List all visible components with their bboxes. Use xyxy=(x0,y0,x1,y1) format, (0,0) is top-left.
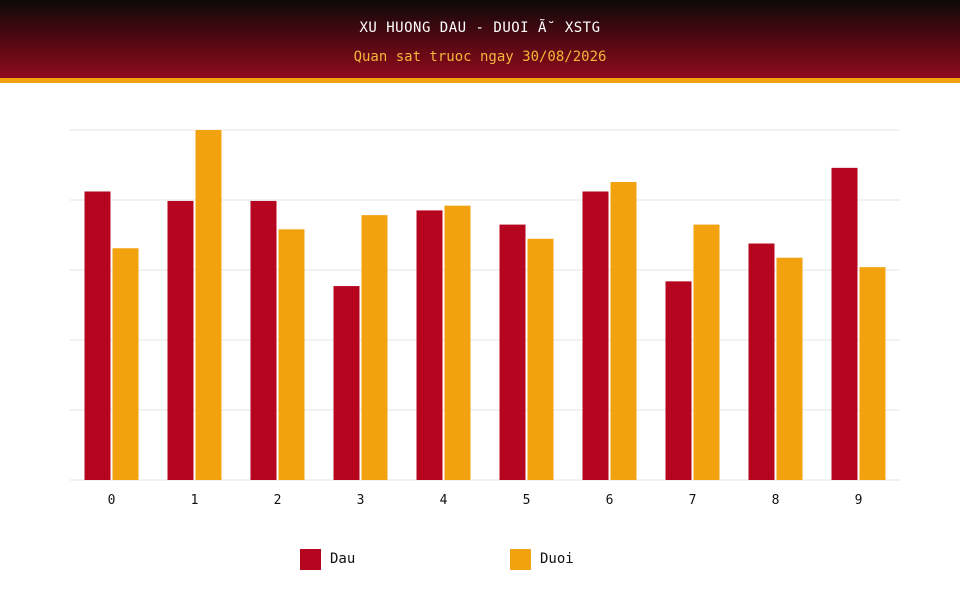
bar-duoi-9 xyxy=(859,267,886,480)
bar-dau-2 xyxy=(250,200,277,480)
x-tick-label: 5 xyxy=(523,493,531,508)
bar-duoi-7 xyxy=(693,224,720,480)
x-tick-label: 4 xyxy=(440,493,448,508)
bar-duoi-6 xyxy=(610,182,637,480)
bar-duoi-1 xyxy=(195,130,222,480)
legend: Dau Duoi xyxy=(0,549,960,573)
x-tick-label: 3 xyxy=(357,493,365,508)
x-tick-label: 7 xyxy=(689,493,697,508)
bar-marks xyxy=(84,130,886,481)
bar-duoi-8 xyxy=(776,257,803,480)
bar-dau-7 xyxy=(665,281,692,480)
bar-dau-0 xyxy=(84,191,111,480)
x-tick-label: 8 xyxy=(772,493,780,508)
grid-lines xyxy=(70,129,900,481)
bar-dau-9 xyxy=(831,167,858,481)
header-accent-stripe xyxy=(0,78,960,83)
bar-dau-5 xyxy=(499,224,526,480)
bar-dau-1 xyxy=(167,200,194,480)
legend-swatch-duoi xyxy=(510,549,531,570)
chart-header xyxy=(0,0,960,78)
bar-duoi-4 xyxy=(444,205,471,481)
chart-subtitle: Quan sat truoc ngay 30/08/2026 xyxy=(353,49,607,65)
bar-duoi-5 xyxy=(527,238,554,480)
x-tick-label: 9 xyxy=(855,493,863,508)
bar-dau-8 xyxy=(748,243,775,480)
legend-label-dau: Dau xyxy=(330,551,356,567)
bar-dau-4 xyxy=(416,210,443,481)
bar-duoi-3 xyxy=(361,215,388,480)
bar-dau-6 xyxy=(582,191,609,480)
legend-swatch-dau xyxy=(300,549,321,570)
bar-duoi-2 xyxy=(278,229,305,480)
legend-label-duoi: Duoi xyxy=(540,551,574,567)
x-tick-label: 2 xyxy=(274,493,282,508)
x-tick-label: 0 xyxy=(108,493,116,508)
x-tick-labels: 0 1 2 3 4 5 6 7 8 9 xyxy=(108,493,863,508)
x-tick-label: 1 xyxy=(191,493,199,508)
chart-title: XU HUONG DAU - DUOI Ã˘ XSTG xyxy=(359,20,601,36)
x-tick-label: 6 xyxy=(606,493,614,508)
bar-dau-3 xyxy=(333,286,360,480)
bar-duoi-0 xyxy=(112,248,139,480)
